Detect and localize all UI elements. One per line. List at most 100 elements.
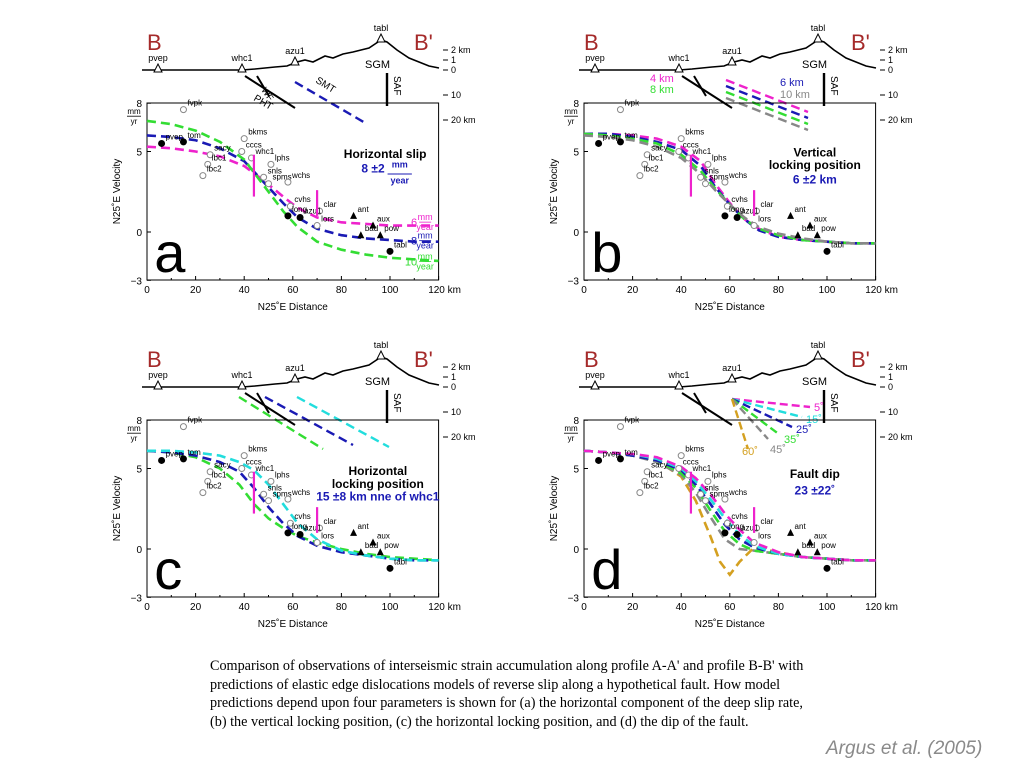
depth-tick-label: 2 km [888, 362, 908, 372]
plot-frame [583, 102, 877, 281]
topography-profile [579, 39, 877, 71]
depth-tick-label: 20 km [451, 115, 476, 125]
y-axis-label: N25˚E Velocity [111, 159, 123, 225]
fault-cyan [296, 395, 390, 449]
y-unit-bot: yr [131, 117, 138, 126]
gps-station-triangle [350, 211, 358, 219]
station-label: pvep [166, 132, 184, 141]
topo-station-label: whc1 [667, 53, 689, 63]
dip-label: 35˚ [784, 434, 800, 446]
station-label: cvhs [731, 195, 747, 204]
series-label: 8 [411, 236, 417, 248]
station-label: bkms [248, 445, 267, 454]
station-label: cvhs [294, 512, 310, 521]
x-tick-label: 100 [382, 285, 399, 296]
panel-letter: a [154, 221, 186, 284]
topography-profile [142, 39, 440, 71]
station-label: bad [365, 224, 378, 233]
topo-station-label: azu1 [285, 363, 305, 373]
topo-station-label: azu1 [722, 363, 742, 373]
gps-station [265, 497, 272, 505]
station-triangle-azu1 [290, 372, 300, 383]
station-label: whc1 [254, 464, 274, 473]
gps-station-triangle [806, 221, 814, 229]
station-label: snls [705, 483, 719, 492]
x-tick-label: 120 km [865, 285, 898, 296]
y-tick-label: 8 [573, 99, 579, 110]
gps-station-triangle [794, 548, 802, 556]
gps-station [386, 247, 394, 255]
gps-station [641, 477, 649, 485]
station-label: bkms [685, 445, 704, 454]
y-tick-label: 0 [573, 545, 579, 556]
x-tick-label: 120 km [428, 602, 461, 613]
depth-tick-label: 1 [451, 372, 456, 382]
topo-station-label: tabl [374, 23, 389, 33]
x-axis-label: N25˚E Distance [695, 301, 765, 313]
gps-station [313, 222, 321, 230]
panel-letter: d [591, 538, 622, 601]
station-label: tom [624, 131, 638, 140]
depth-tick-label: 0 [888, 382, 893, 392]
series-unit-top: mm [418, 231, 433, 241]
fault-dip-blue [731, 397, 793, 429]
station-triangle-azu1 [290, 55, 300, 66]
label-sgm: SGM [802, 59, 827, 71]
fault-dip-magenta [731, 397, 811, 409]
param-unit-bot: year [390, 176, 409, 186]
station-label: fvpk [187, 416, 203, 425]
topo-station-label: tabl [374, 340, 389, 350]
marker-B: B [147, 347, 162, 372]
station-label: wchs [291, 171, 310, 180]
gps-station [238, 465, 246, 472]
depth-label: 4 km [650, 73, 674, 85]
gps-station [616, 106, 624, 114]
x-tick-label: 60 [724, 602, 736, 613]
station-label: clar [324, 517, 337, 526]
station-label: lphs [275, 153, 290, 162]
fault-wf [693, 392, 707, 414]
y-unit-top: mm [564, 107, 578, 116]
station-triangle-azu1 [727, 372, 737, 383]
marker-B-prime: B' [851, 347, 870, 372]
gps-station [702, 180, 709, 188]
station-label: snls [268, 483, 282, 492]
depth-tick-label: 1 [888, 55, 893, 65]
x-tick-label: 40 [239, 285, 251, 296]
gps-station-triangle [350, 528, 358, 536]
gps-station [595, 139, 603, 147]
plot-frame [146, 419, 440, 598]
gps-station [675, 148, 683, 155]
series-unit-bot: year [416, 241, 434, 251]
station-label: cccs [246, 141, 262, 150]
marker-B: B [584, 347, 599, 372]
y-tick-label: 0 [136, 228, 142, 239]
fault-wf [256, 392, 270, 414]
station-label: spms [710, 173, 729, 182]
y-unit-top: mm [564, 424, 578, 433]
station-label: lbc1 [649, 153, 664, 162]
gps-station [723, 519, 731, 527]
x-tick-label: 60 [287, 285, 299, 296]
station-label: lbc2 [207, 482, 222, 491]
station-label: tabl [831, 240, 844, 249]
station-label: lbc1 [649, 470, 664, 479]
y-unit-bot: yr [131, 434, 138, 443]
station-label: lbc2 [207, 165, 222, 174]
station-label: ant [795, 205, 807, 214]
station-label: tom [187, 448, 201, 457]
x-tick-label: 20 [627, 285, 639, 296]
dip-label: 25˚ [796, 424, 812, 436]
marker-B-prime: B' [414, 30, 433, 55]
gps-station [267, 477, 275, 485]
param-value: 8 ±2 [361, 161, 385, 175]
label-saf: SAF [828, 393, 839, 412]
gps-station [179, 106, 187, 114]
y-tick-label: −3 [131, 593, 143, 604]
dip-label: 60˚ [742, 446, 758, 458]
topo-station-label: whc1 [667, 370, 689, 380]
gps-station [179, 423, 187, 431]
station-label: cccs [683, 141, 699, 150]
gps-station [721, 212, 729, 220]
